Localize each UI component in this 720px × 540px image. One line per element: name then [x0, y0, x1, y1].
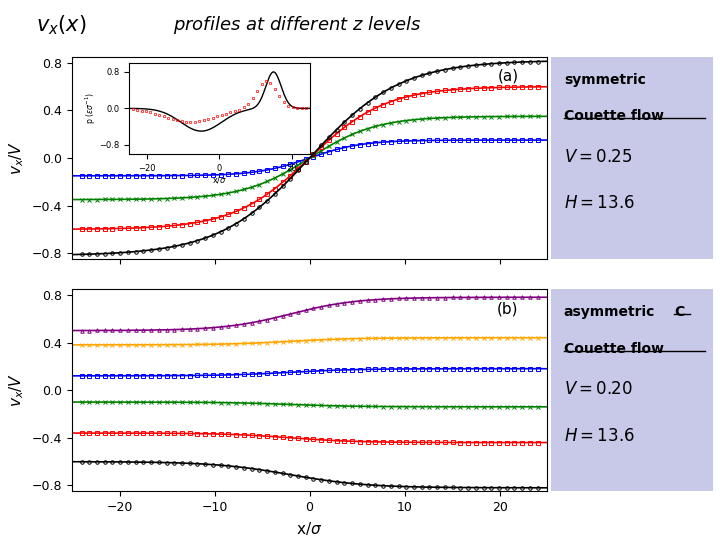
Text: $\it{V=0.20}$: $\it{V=0.20}$ [564, 380, 633, 398]
Text: Couette flow: Couette flow [564, 109, 664, 123]
Text: (b): (b) [498, 301, 518, 316]
Text: symmetric: symmetric [564, 73, 646, 87]
Y-axis label: $v_x/V$: $v_x/V$ [7, 141, 26, 175]
Text: Couette flow: Couette flow [564, 342, 664, 355]
FancyBboxPatch shape [551, 57, 713, 259]
Text: C: C [674, 305, 684, 319]
Text: asymmetric: asymmetric [564, 305, 655, 319]
Text: $\it{H=13.6}$: $\it{H=13.6}$ [564, 194, 634, 212]
Y-axis label: $v_x/V$: $v_x/V$ [7, 373, 26, 407]
X-axis label: x/$\sigma$: x/$\sigma$ [297, 519, 323, 537]
Text: $\it{V=0.25}$: $\it{V=0.25}$ [564, 148, 632, 166]
Text: $v_x(x)$: $v_x(x)$ [36, 14, 86, 37]
Text: $\it{profiles\ at\ different\ z\ levels}$: $\it{profiles\ at\ different\ z\ levels}… [173, 14, 421, 36]
FancyBboxPatch shape [551, 289, 713, 491]
Text: $\it{H=13.6}$: $\it{H=13.6}$ [564, 427, 634, 444]
Text: (a): (a) [498, 69, 518, 84]
